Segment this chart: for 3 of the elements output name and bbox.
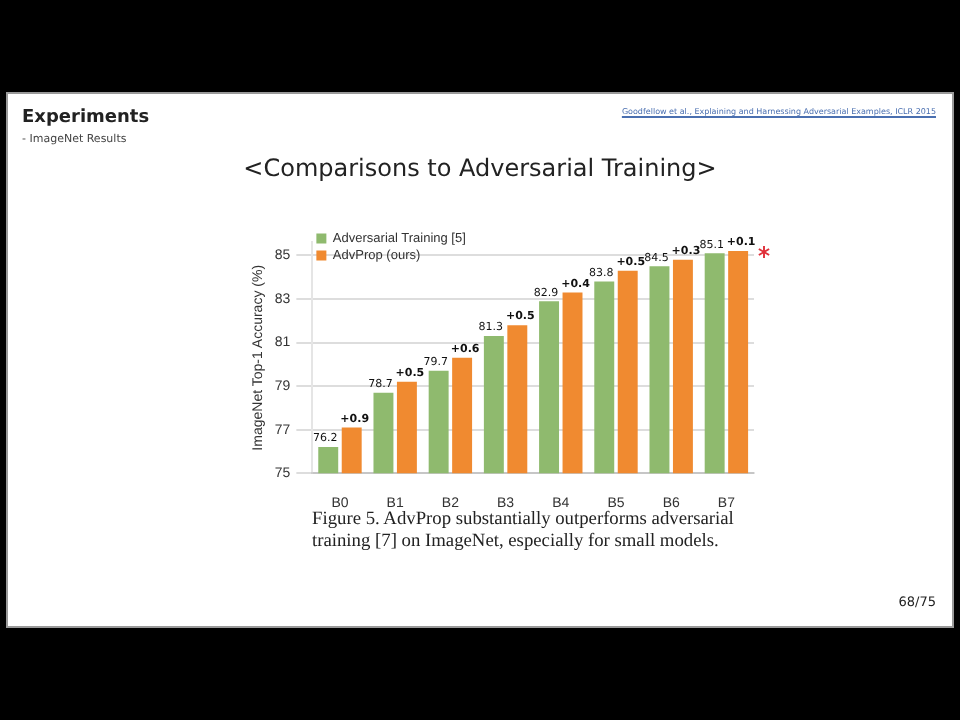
- chart-title: <Comparisons to Adversarial Training>: [241, 154, 719, 182]
- text: Experiments: [22, 108, 150, 128]
- caption: Figure 5. AdvProp substantially outperforms adversarial training [7] on ImageNet, especially for small models.: [312, 510, 736, 554]
